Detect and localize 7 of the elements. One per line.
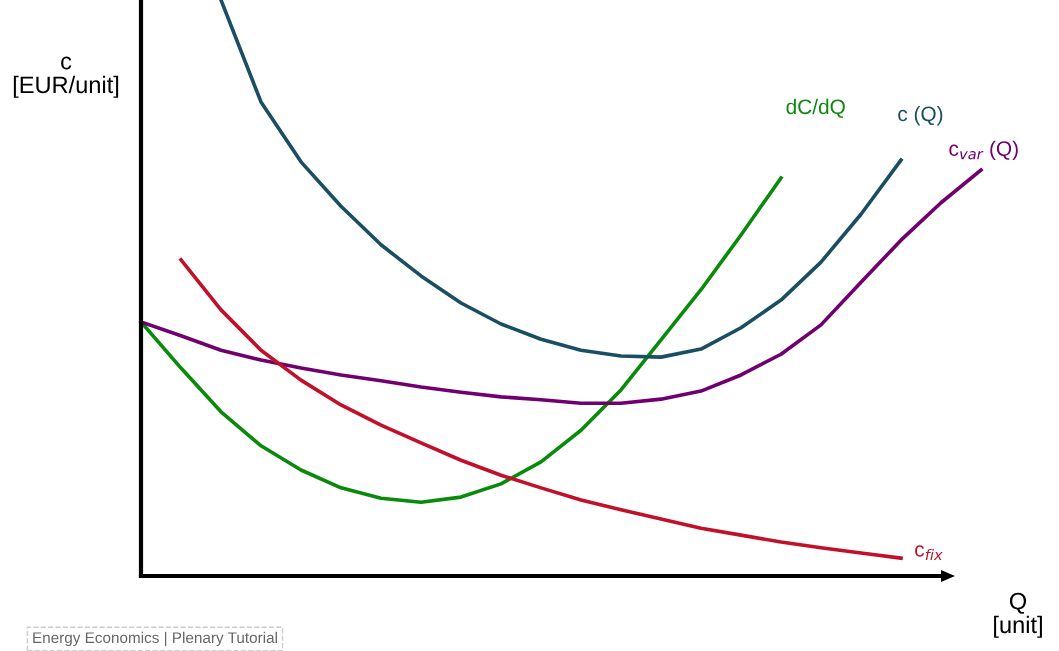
text: dC/dQ [786, 98, 845, 118]
series-label: c (Q) [898, 105, 943, 126]
x-axis-title: Q [unit] [994, 592, 1042, 638]
y-axis-title: c [EUR/unit] [13, 56, 119, 98]
series-label: c$_{var}$ (Q) [949, 140, 1018, 161]
series-label: c$_{fix}$ [915, 545, 943, 560]
text: Energy Economics | Plenary Tutorial [33, 631, 277, 647]
